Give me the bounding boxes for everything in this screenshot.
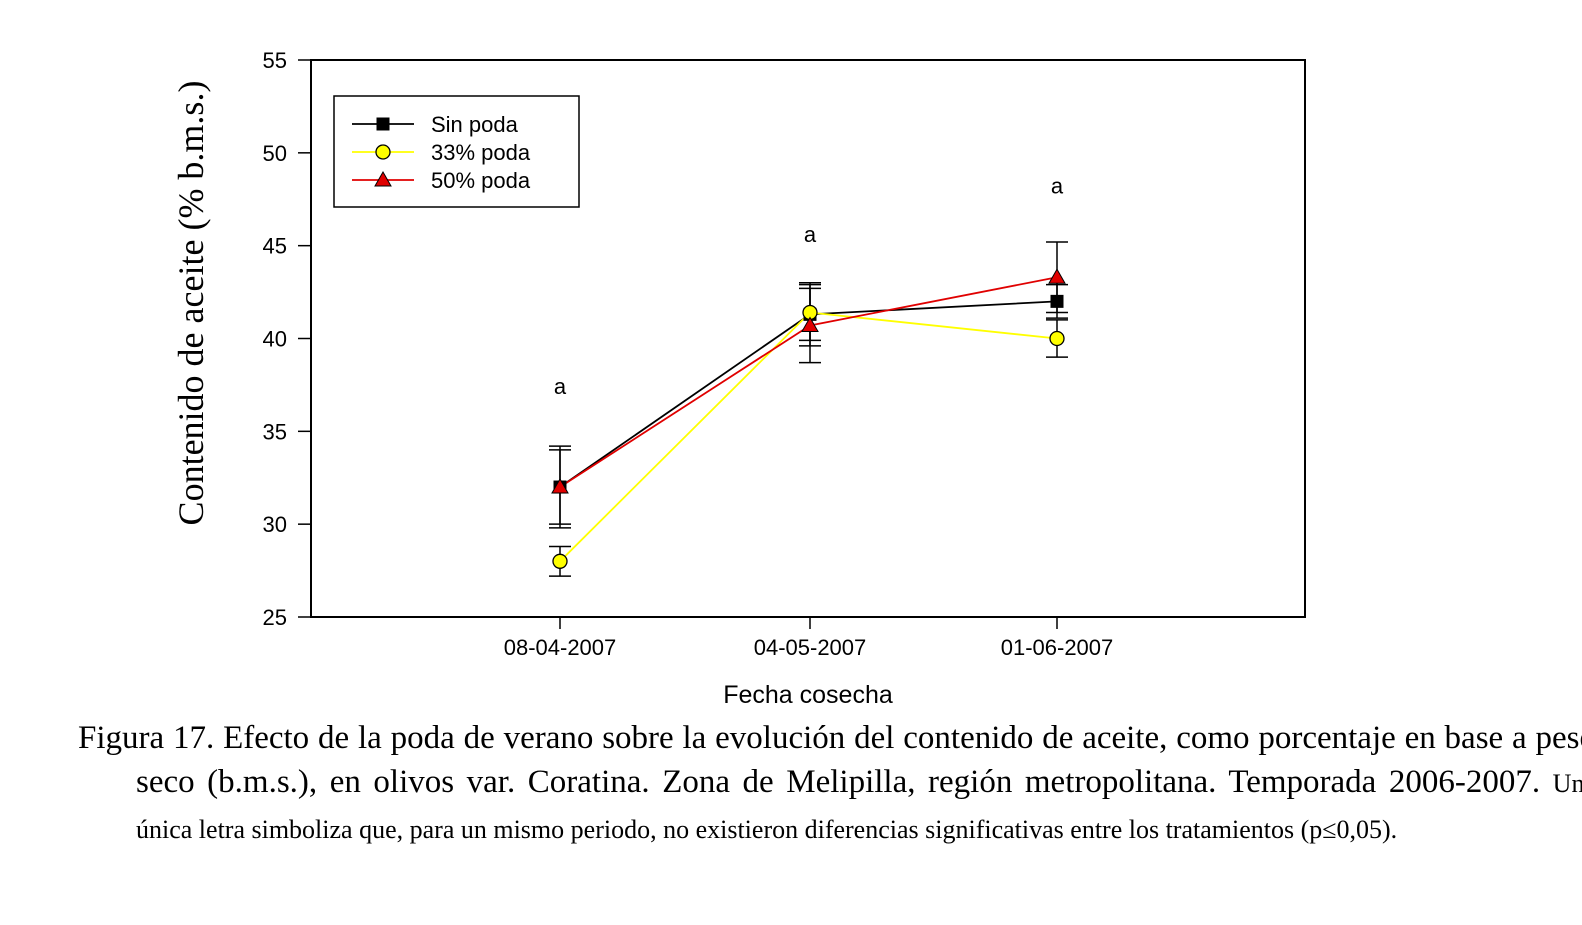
legend-marker: [374, 170, 392, 187]
data-point: [1048, 268, 1066, 284]
y-tick-label: 40: [263, 327, 287, 352]
data-point: [551, 478, 569, 494]
oil-content-chart: 25 30 35 40 45 50 55 08-04-2007 04-05-2007 01-06…: [171, 48, 1306, 709]
x-tick-label: 08-04-2007: [504, 635, 617, 660]
legend-marker: [375, 144, 391, 160]
annotation-layer: a a a: [554, 174, 1064, 400]
data-point: [1049, 330, 1065, 347]
y-axis: 25 30 35 40 45 50 55: [263, 48, 311, 630]
significance-letter: a: [1051, 174, 1064, 199]
legend-label: 50% poda: [431, 168, 531, 193]
caption-note: Una única letra simboliza que, para un m…: [136, 769, 1582, 844]
legend-marker: [376, 117, 390, 131]
figure-caption: Figura 17. Efecto de la poda de verano s…: [78, 716, 1582, 852]
y-tick-label: 25: [263, 605, 287, 630]
x-axis-label: Fecha cosecha: [723, 681, 893, 709]
significance-letter: a: [804, 222, 817, 247]
y-tick-label: 50: [263, 141, 287, 166]
y-tick-label: 30: [263, 512, 287, 537]
legend: Sin poda 33% poda 50% poda: [333, 95, 580, 208]
data-point: [801, 316, 819, 333]
x-tick-label: 04-05-2007: [754, 635, 867, 660]
data-point: [1050, 294, 1064, 308]
series-layer: [549, 241, 1068, 577]
significance-letter: a: [554, 374, 567, 399]
y-tick-label: 35: [263, 419, 287, 444]
caption-main: Figura 17. Efecto de la poda de verano s…: [78, 720, 1582, 800]
series-line-33-poda: [559, 311, 1058, 562]
y-axis-label: Contenido de aceite (% b.m.s.): [171, 81, 211, 526]
x-tick-label: 01-06-2007: [1001, 635, 1114, 660]
data-point: [552, 553, 568, 569]
y-tick-label: 45: [263, 234, 287, 259]
y-tick-label: 55: [263, 48, 287, 73]
x-axis: 08-04-2007 04-05-2007 01-06-2007: [504, 617, 1114, 660]
legend-label: 33% poda: [431, 140, 531, 165]
legend-label: Sin poda: [431, 112, 519, 137]
